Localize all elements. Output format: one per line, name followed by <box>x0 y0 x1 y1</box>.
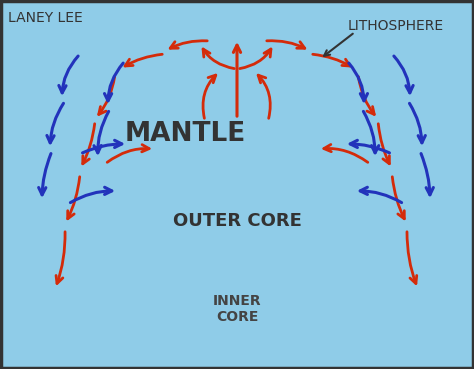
Text: LITHOSPHERE: LITHOSPHERE <box>348 19 444 33</box>
Text: LANEY LEE: LANEY LEE <box>8 11 83 25</box>
Text: MANTLE: MANTLE <box>124 121 246 147</box>
Text: INNER
CORE: INNER CORE <box>213 294 261 324</box>
Text: OUTER CORE: OUTER CORE <box>173 212 301 230</box>
